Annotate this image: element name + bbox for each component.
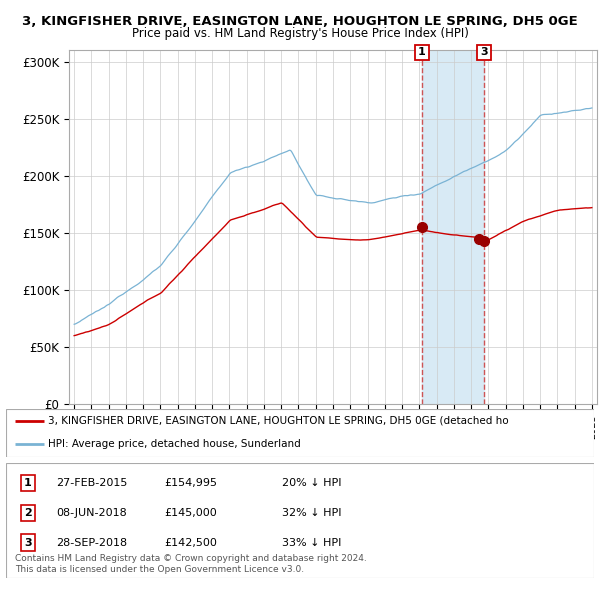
Text: 28-SEP-2018: 28-SEP-2018	[56, 537, 127, 548]
FancyBboxPatch shape	[6, 463, 594, 578]
FancyBboxPatch shape	[6, 409, 594, 457]
Text: 32% ↓ HPI: 32% ↓ HPI	[283, 507, 342, 517]
Text: 27-FEB-2015: 27-FEB-2015	[56, 478, 127, 488]
Text: 1: 1	[24, 478, 32, 488]
Text: Contains HM Land Registry data © Crown copyright and database right 2024.
This d: Contains HM Land Registry data © Crown c…	[15, 554, 367, 573]
Text: 08-JUN-2018: 08-JUN-2018	[56, 507, 127, 517]
Bar	[422, 50, 484, 404]
Text: 3, KINGFISHER DRIVE, EASINGTON LANE, HOUGHTON LE SPRING, DH5 0GE: 3, KINGFISHER DRIVE, EASINGTON LANE, HOU…	[22, 15, 578, 28]
Text: £145,000: £145,000	[165, 507, 218, 517]
Text: 3: 3	[24, 537, 32, 548]
Text: HPI: Average price, detached house, Sunderland: HPI: Average price, detached house, Sund…	[49, 439, 301, 449]
Text: £142,500: £142,500	[165, 537, 218, 548]
Text: 20% ↓ HPI: 20% ↓ HPI	[283, 478, 342, 488]
Text: £154,995: £154,995	[165, 478, 218, 488]
Text: 3: 3	[480, 47, 488, 57]
Text: 3, KINGFISHER DRIVE, EASINGTON LANE, HOUGHTON LE SPRING, DH5 0GE (detached ho: 3, KINGFISHER DRIVE, EASINGTON LANE, HOU…	[49, 416, 509, 426]
Text: 2: 2	[24, 507, 32, 517]
Text: Price paid vs. HM Land Registry's House Price Index (HPI): Price paid vs. HM Land Registry's House …	[131, 27, 469, 40]
Text: 1: 1	[418, 47, 426, 57]
Text: 33% ↓ HPI: 33% ↓ HPI	[283, 537, 342, 548]
